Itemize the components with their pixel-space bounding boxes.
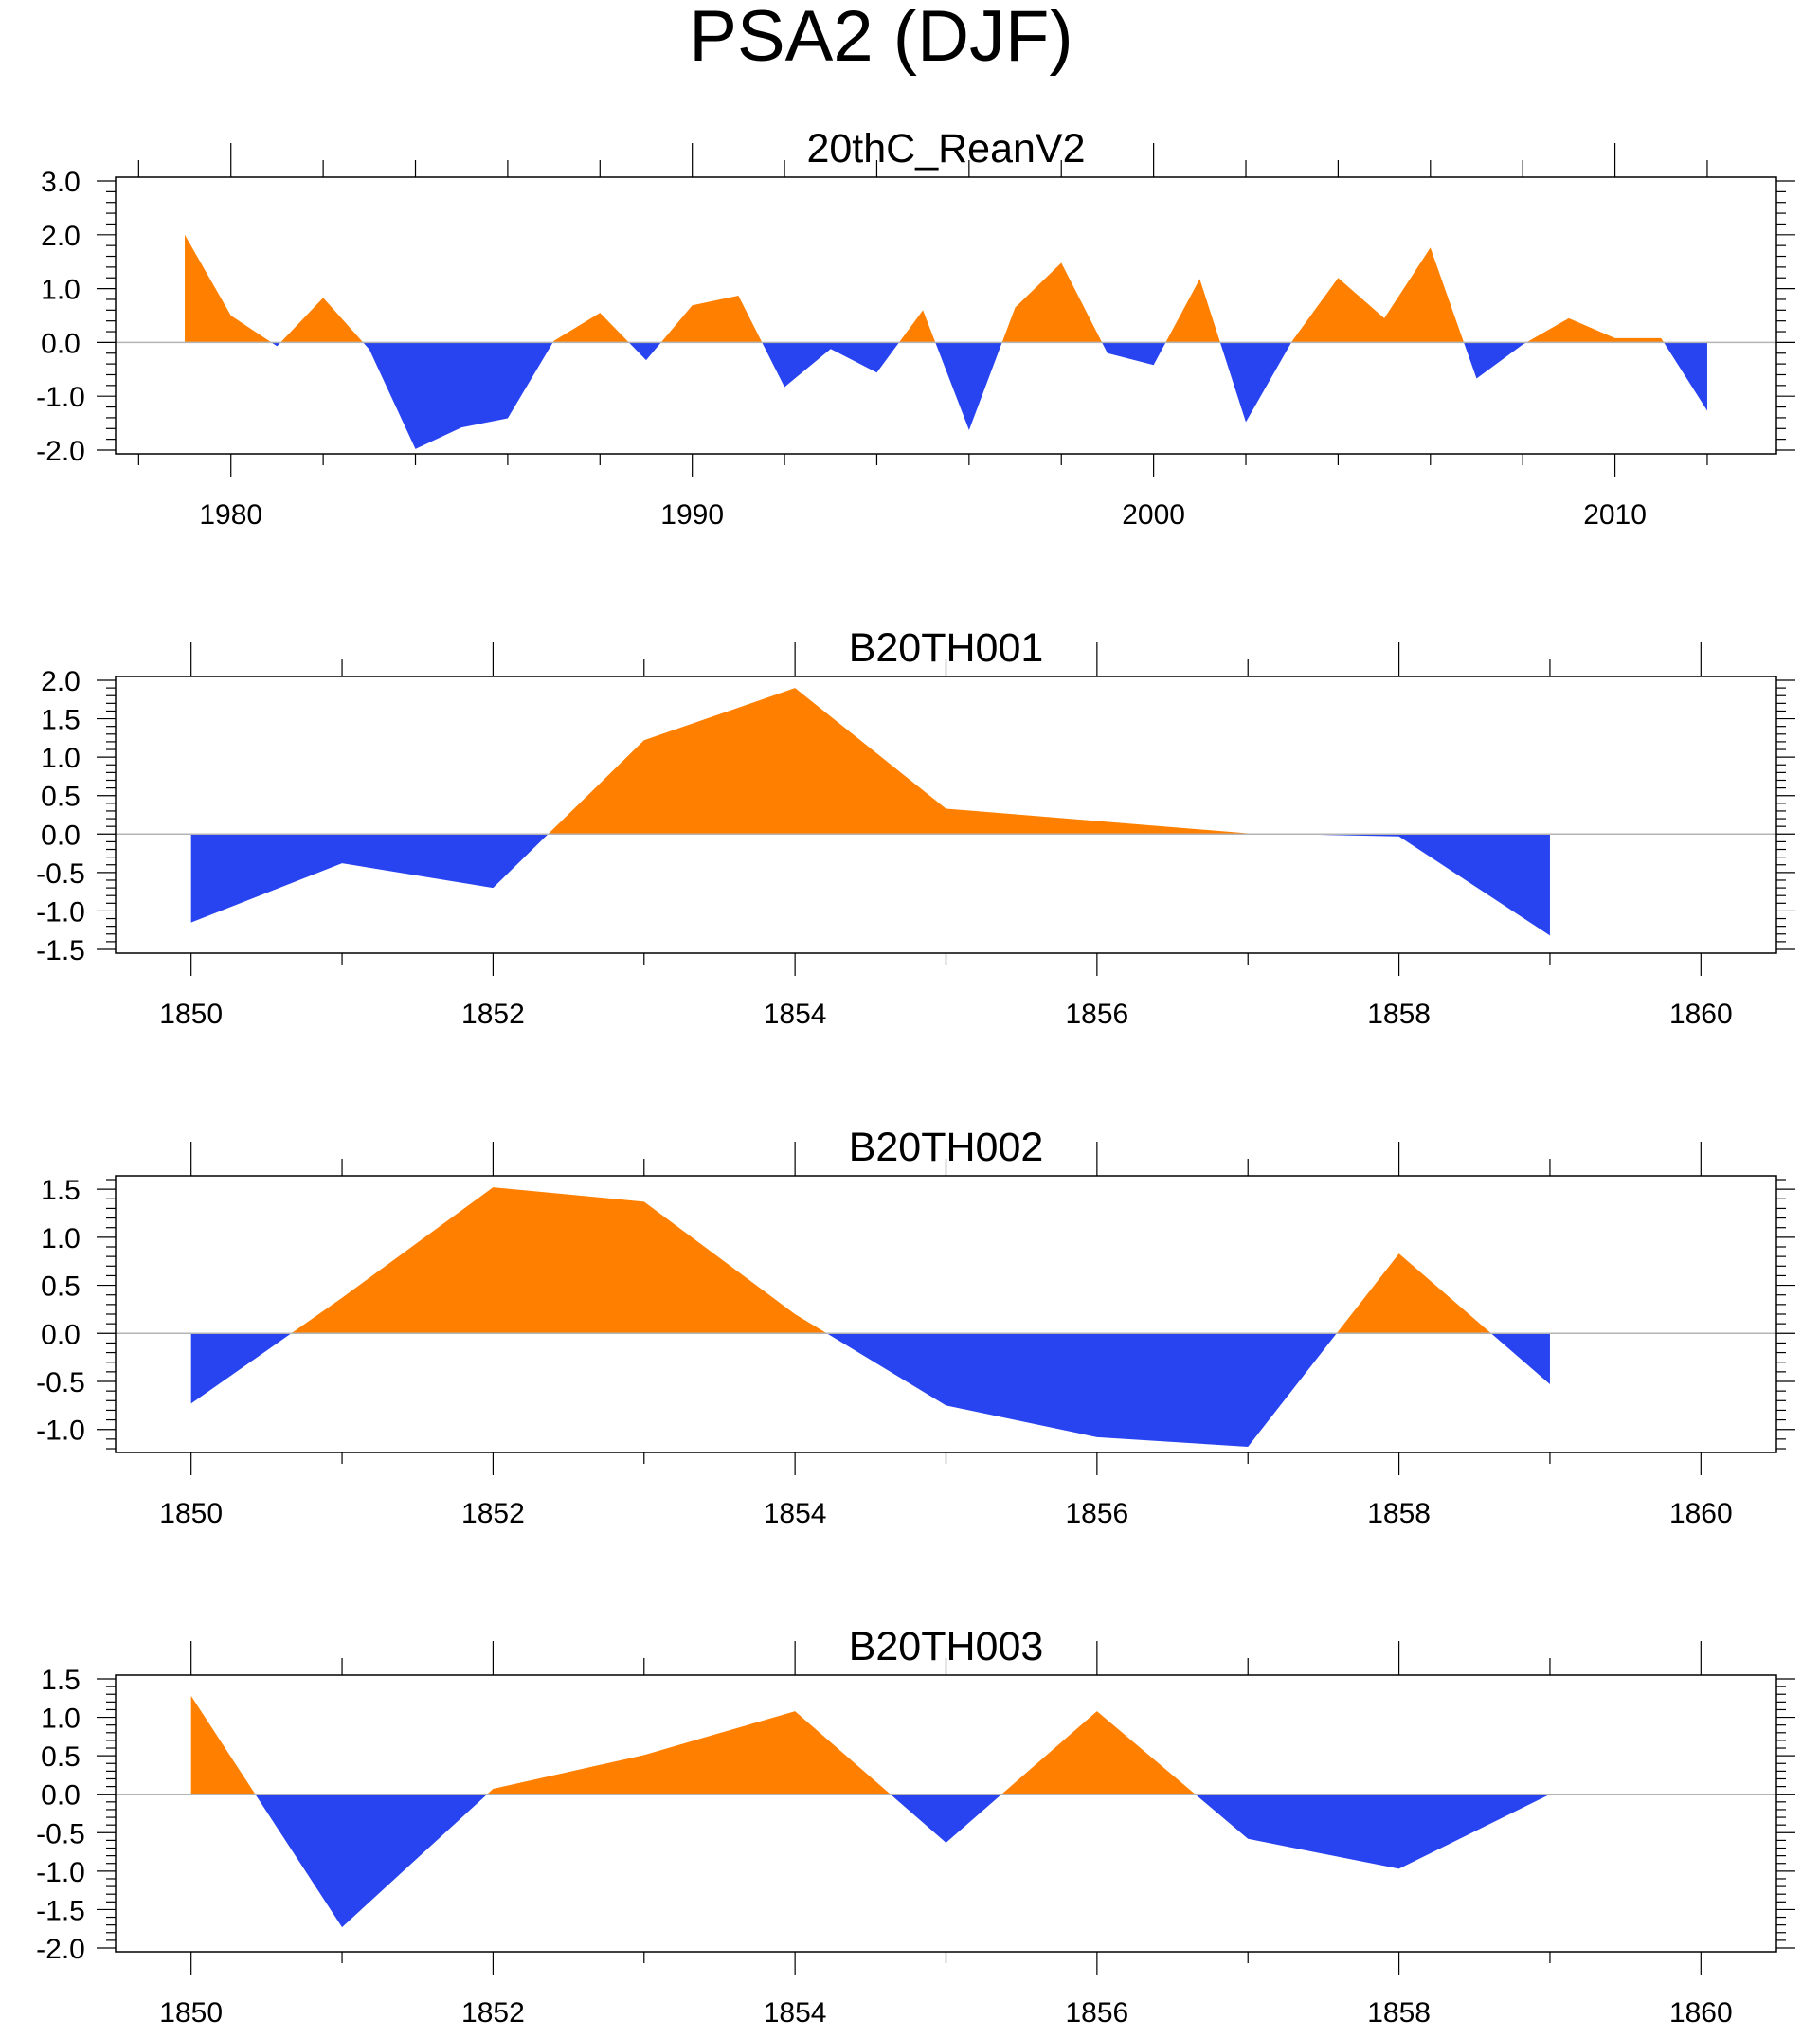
y-tick-label: -1.0 [36,1416,85,1447]
axis-ticks [97,1142,1795,1475]
y-tick-label: 0.0 [41,328,81,359]
y-tick-label: 0.0 [41,1780,81,1812]
x-tick-label: 1860 [1669,1997,1733,2029]
y-tick-label: 0.0 [41,1319,81,1350]
plot-frame [115,176,1777,455]
axis-ticks [97,642,1795,976]
negative-area [185,342,1707,449]
y-tick-label: -0.5 [36,858,85,890]
y-tick-label: -2.0 [36,436,85,467]
panel-title: 20thC_ReanV2 [806,126,1085,171]
y-tick-label: -1.5 [36,935,85,966]
x-tick-label: 1858 [1367,1997,1431,2029]
y-tick-label: 1.0 [41,1223,81,1254]
y-tick-label: -1.0 [36,896,85,928]
x-tick-label: 1852 [461,999,525,1030]
y-tick-label: 0.5 [41,1271,81,1303]
x-tick-label: 1980 [199,499,262,531]
axis-ticks [97,1641,1795,1975]
x-tick-label: 1858 [1367,999,1431,1030]
y-tick-label: -2.0 [36,1934,85,1965]
y-tick-label: 1.0 [41,1704,81,1735]
y-tick-label: 0.5 [41,1741,81,1773]
x-tick-label: 1856 [1065,999,1128,1030]
positive-area [185,234,1707,343]
y-tick-label: 3.0 [41,167,81,198]
x-tick-label: 1850 [159,999,223,1030]
y-tick-label: 2.0 [41,666,81,697]
y-tick-label: 1.0 [41,275,81,306]
x-tick-label: 1852 [461,1997,525,2029]
y-tick-label: -1.0 [36,1857,85,1888]
y-tick-label: 1.5 [41,1665,81,1696]
axis-ticks [97,143,1795,477]
positive-area [190,688,1550,835]
positive-area [190,1187,1550,1334]
positive-area [190,1695,1550,1795]
panels: 20thC_ReanV2 1980 1990 2000 2010 -2.0 -1.0 0.0 1… [36,126,1795,2029]
y-tick-label: -0.5 [36,1367,85,1398]
x-tick-label: 1852 [461,1498,525,1529]
y-tick-label: 1.5 [41,705,81,736]
x-tick-label: 1850 [159,1498,223,1529]
y-tick-label: 1.5 [41,1175,81,1206]
y-tick-label: 2.0 [41,221,81,252]
x-tick-label: 1856 [1065,1498,1128,1529]
x-tick-label: 1854 [764,1997,827,2029]
x-tick-label: 2010 [1583,499,1647,531]
x-tick-label: 1860 [1669,999,1733,1030]
y-tick-label: 0.0 [41,820,81,851]
x-tick-label: 1858 [1367,1498,1431,1529]
x-tick-label: 1854 [764,1498,827,1529]
negative-area [190,1794,1550,1928]
x-tick-label: 1990 [660,499,724,531]
x-tick-label: 1854 [764,999,827,1030]
x-tick-label: 1850 [159,1997,223,2029]
panel-1: 20thC_ReanV2 1980 1990 2000 2010 -2.0 -1.0 0.0 1… [36,126,1795,531]
figure-title: PSA2 (DJF) [689,0,1072,77]
y-tick-label: 0.5 [41,782,81,813]
y-tick-label: -1.5 [36,1895,85,1926]
y-tick-label: -0.5 [36,1818,85,1849]
x-tick-label: 1856 [1065,1997,1128,2029]
negative-area [190,1333,1550,1447]
negative-area [190,834,1550,936]
x-tick-label: 2000 [1122,499,1185,531]
y-tick-label: -1.0 [36,382,85,413]
y-tick-label: 1.0 [41,743,81,774]
x-tick-label: 1860 [1669,1498,1733,1529]
